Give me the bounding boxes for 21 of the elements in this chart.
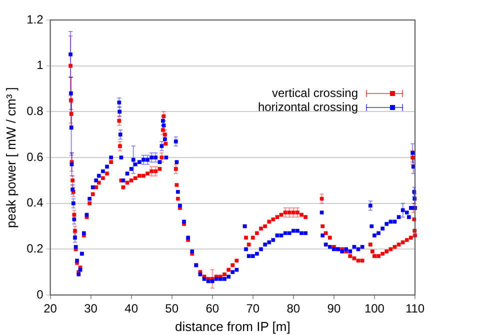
- y-tick-label: 0: [36, 287, 44, 302]
- x-tick-label: 20: [44, 302, 58, 316]
- legend-label: vertical crossing: [272, 86, 358, 100]
- x-tick-label: 70: [246, 302, 260, 316]
- x-tick-label: 90: [327, 302, 341, 316]
- x-tick-label: 50: [165, 302, 179, 316]
- y-tick-label: 0.6: [26, 150, 44, 164]
- y-tick-label: 1: [36, 58, 44, 72]
- y-axis-title: peak power [ mW / cm³ ]: [3, 87, 18, 228]
- y-tick-label: 0.8: [26, 104, 44, 118]
- x-tick-label: 100: [364, 302, 385, 316]
- y-tick-label: 1.2: [26, 12, 44, 26]
- y-tick-label: 0.2: [26, 241, 44, 256]
- x-tick-label: 80: [286, 302, 300, 316]
- x-tick-label: 110: [405, 302, 425, 316]
- legend-label: horizontal crossing: [258, 100, 358, 114]
- x-tick-label: 40: [124, 302, 138, 316]
- y-tick-label: 0.4: [26, 196, 44, 210]
- x-tick-label: 30: [84, 302, 98, 316]
- x-tick-label: 60: [206, 302, 220, 316]
- x-axis-title: distance from IP [m]: [174, 318, 290, 334]
